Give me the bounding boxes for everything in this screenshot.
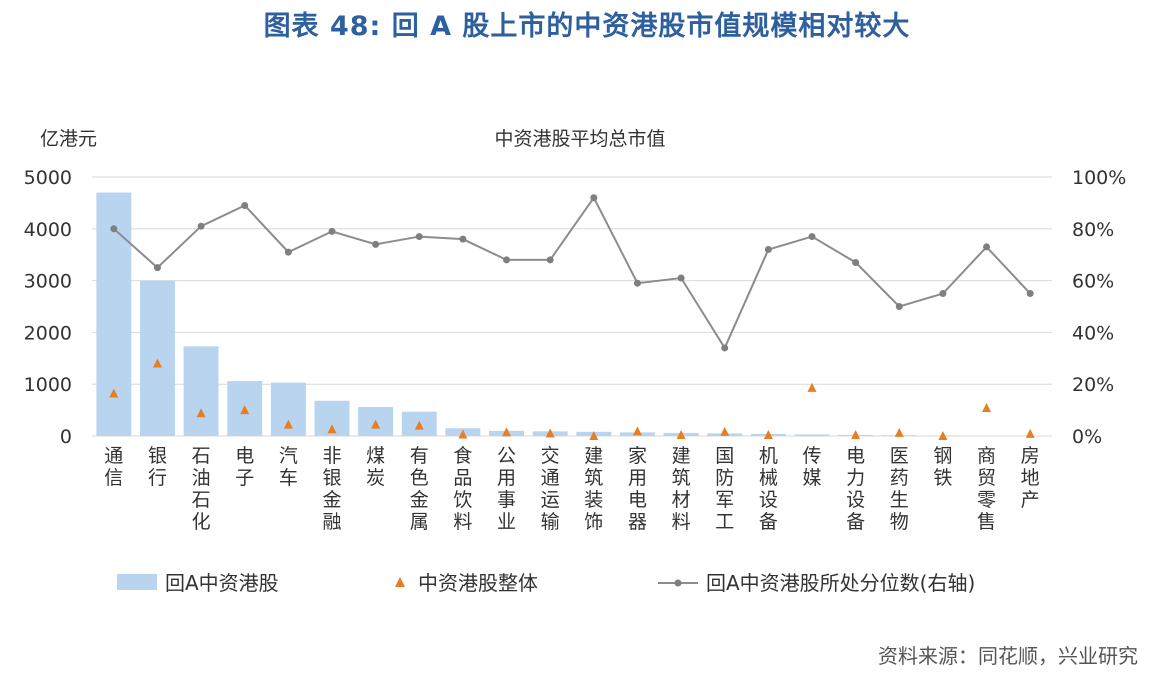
- right-tick-label: 0%: [1072, 426, 1102, 448]
- category-label: 银行: [148, 445, 167, 489]
- right-tick-label: 100%: [1072, 167, 1126, 189]
- legend: 回A中资港股 中资港股整体 回A中资港股所处分位数(右轴): [117, 571, 975, 595]
- bar: [183, 346, 219, 436]
- scatter-point: [720, 426, 730, 436]
- scatter-point: [152, 358, 162, 368]
- left-tick-label: 0: [60, 426, 72, 448]
- left-tick-label: 4000: [24, 219, 72, 241]
- scatter-point: [283, 419, 293, 429]
- legend-swatch-point: [674, 579, 682, 587]
- legend-swatch-scatter: [395, 577, 405, 587]
- line-point: [328, 227, 336, 235]
- line-point: [852, 258, 860, 266]
- category-label: 汽车: [279, 445, 298, 489]
- scatter-point: [240, 405, 250, 415]
- scatter-point: [109, 388, 119, 398]
- left-axis-ticks: 0 1000 2000 3000 4000 5000: [24, 167, 72, 448]
- scatter-series: [109, 358, 1035, 440]
- line-point: [721, 344, 729, 352]
- right-tick-label: 20%: [1072, 374, 1114, 396]
- line-series: [110, 194, 1034, 352]
- source-note: 资料来源：同花顺，兴业研究: [878, 644, 1138, 668]
- scatter-point: [502, 427, 512, 437]
- chart-title: 图表 48: 回 A 股上市的中资港股市值规模相对较大: [263, 11, 911, 42]
- category-label: 非银金融: [322, 445, 341, 533]
- scatter-point: [371, 419, 381, 429]
- line-point: [459, 235, 467, 243]
- left-tick-label: 5000: [24, 167, 72, 189]
- category-label: 家用电器: [628, 445, 647, 533]
- line-point: [241, 201, 249, 209]
- scatter-point: [414, 420, 424, 430]
- line-point: [284, 248, 292, 256]
- scatter-point: [196, 408, 206, 418]
- category-label: 房地产: [1021, 445, 1040, 511]
- line-point: [153, 264, 161, 272]
- category-label: 石油石化: [192, 445, 211, 533]
- category-label: 公用事业: [497, 445, 516, 533]
- category-label: 传媒: [802, 445, 821, 489]
- legend-label: 回A中资港股所处分位数(右轴): [706, 571, 975, 595]
- line-point: [1026, 290, 1034, 298]
- category-label: 电子: [235, 445, 254, 489]
- legend-label: 中资港股整体: [418, 571, 538, 595]
- scatter-point: [763, 429, 773, 439]
- line-point: [590, 194, 598, 202]
- scatter-point: [851, 429, 861, 439]
- line-point: [372, 240, 380, 248]
- line-point: [939, 290, 947, 298]
- scatter-point: [458, 429, 468, 439]
- line-point: [197, 222, 205, 230]
- line-path: [113, 195, 1031, 351]
- category-label: 煤炭: [366, 445, 385, 489]
- line-point: [677, 274, 685, 282]
- category-label: 建筑装饰: [584, 445, 603, 533]
- legend-label: 回A中资港股: [165, 571, 279, 595]
- line-point: [546, 256, 554, 264]
- line-point: [110, 225, 118, 233]
- scatter-point: [1025, 428, 1035, 438]
- scatter-point: [807, 382, 817, 392]
- scatter-point: [894, 427, 904, 437]
- bar: [140, 280, 175, 436]
- line-point: [633, 279, 641, 287]
- right-tick-label: 80%: [1072, 219, 1114, 241]
- bar: [794, 434, 830, 436]
- category-label: 食品饮料: [453, 445, 472, 533]
- scatter-point: [632, 426, 642, 436]
- scatter-point: [982, 403, 992, 413]
- line-point: [415, 233, 423, 241]
- scatter-point: [327, 424, 337, 434]
- scatter-point: [589, 431, 599, 440]
- category-label: 机械设备: [759, 445, 778, 533]
- chart-subtitle: 中资港股平均总市值: [494, 128, 665, 150]
- line-point: [983, 243, 991, 251]
- scatter-point: [676, 429, 686, 439]
- category-label: 国防军工: [715, 445, 734, 533]
- left-axis-unit-label: 亿港元: [40, 128, 97, 150]
- left-tick-label: 2000: [24, 322, 72, 344]
- left-tick-label: 1000: [24, 374, 72, 396]
- line-point: [764, 246, 772, 254]
- scatter-point: [545, 428, 555, 438]
- right-tick-label: 60%: [1072, 271, 1114, 293]
- category-label: 医药生物: [890, 445, 909, 533]
- category-label: 有色金属: [410, 445, 429, 533]
- category-label: 钢铁: [933, 445, 952, 489]
- category-label: 商贸零售: [977, 445, 996, 533]
- right-axis-ticks: 0% 20% 40% 60% 80% 100%: [1072, 167, 1126, 448]
- scatter-point: [938, 431, 948, 440]
- line-point: [503, 256, 511, 264]
- legend-swatch-bar: [117, 574, 157, 590]
- line-point: [808, 233, 816, 241]
- line-point: [895, 303, 903, 310]
- category-label: 电力设备: [846, 445, 865, 533]
- left-tick-label: 3000: [24, 271, 72, 293]
- category-label: 交通运输: [541, 445, 560, 533]
- category-label: 建筑材料: [672, 445, 691, 533]
- category-label: 通信: [104, 445, 123, 489]
- right-tick-label: 40%: [1072, 322, 1114, 344]
